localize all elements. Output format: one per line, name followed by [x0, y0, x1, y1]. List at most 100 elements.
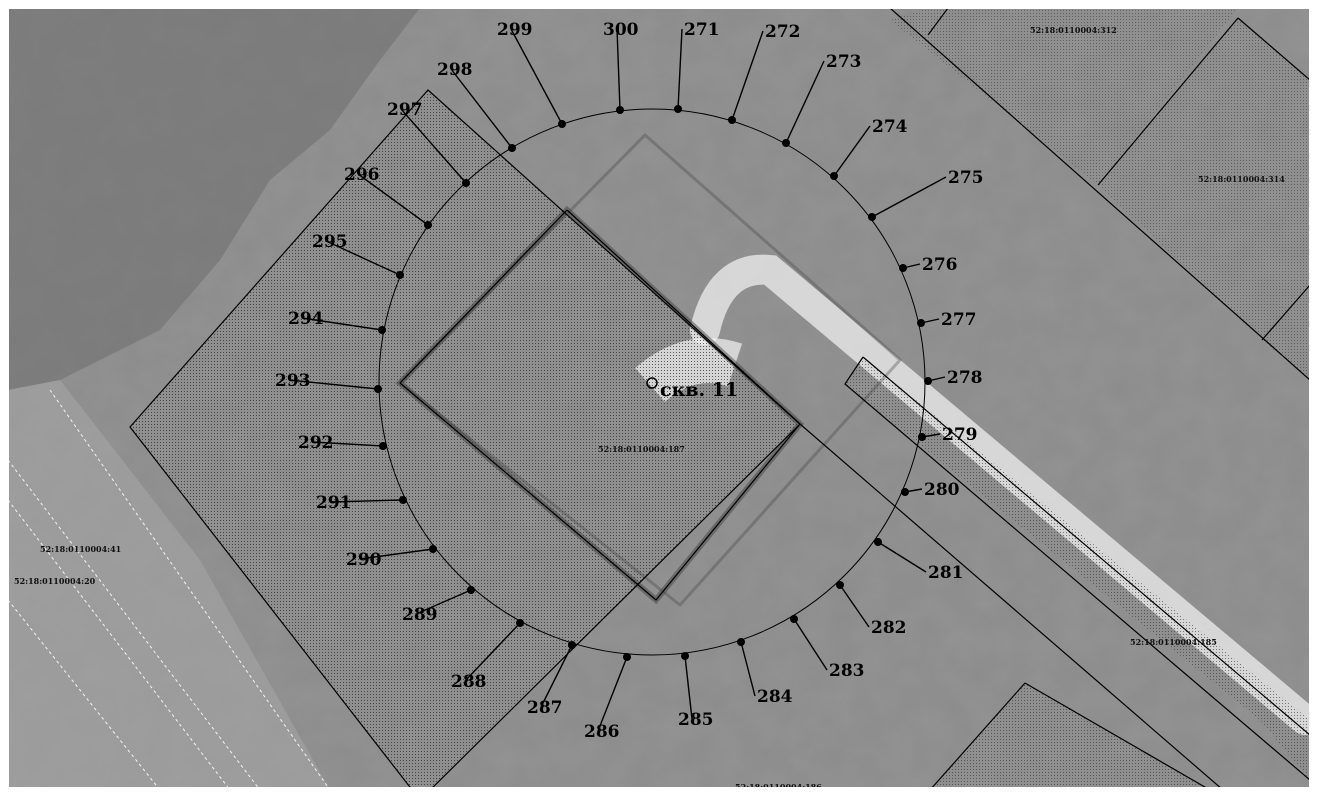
boundary-point-274 [830, 172, 838, 180]
point-label-292: 292 [298, 433, 334, 453]
point-label-291: 291 [316, 493, 352, 513]
boundary-point-285 [681, 652, 689, 660]
boundary-point-295 [396, 271, 404, 279]
boundary-point-275 [868, 213, 876, 221]
boundary-point-289 [467, 586, 475, 594]
point-label-275: 275 [948, 168, 984, 188]
leader-line-282 [839, 584, 870, 628]
parcel-314-area [1098, 18, 1310, 380]
boundary-point-300 [616, 106, 624, 114]
boundary-point-292 [379, 442, 387, 450]
point-label-283: 283 [829, 661, 865, 681]
point-label-277: 277 [941, 310, 977, 330]
parcel-label-314: 52:18:0110004:314 [1198, 174, 1285, 184]
boundary-point-287 [568, 641, 576, 649]
parcel-label-185: 52:18:0110004:185 [1130, 637, 1217, 647]
point-label-289: 289 [402, 605, 438, 625]
leader-line-287 [540, 644, 573, 708]
point-label-279: 279 [942, 425, 978, 445]
point-label-271: 271 [684, 20, 720, 40]
boundary-point-279 [918, 433, 926, 441]
vegetation-area [8, 8, 420, 390]
point-label-278: 278 [947, 368, 983, 388]
leader-line-274 [833, 125, 871, 177]
parcel-label-312: 52:18:0110004:312 [1030, 25, 1117, 35]
boundary-point-283 [790, 615, 798, 623]
parcel-label-186: 52:18:0110004:186 [735, 782, 822, 792]
leader-line-289 [415, 589, 472, 615]
leader-line-292 [311, 441, 384, 447]
point-label-274: 274 [872, 117, 908, 137]
boundary-point-296 [424, 221, 432, 229]
dashed-boundaries [8, 389, 330, 788]
parcel-185-area [845, 357, 1310, 780]
boundary-points: 271 272 273 274 275 276 277 278 279 280 281 282 283 2… [275, 20, 984, 742]
point-label-294: 294 [288, 309, 324, 329]
boundary-point-299 [558, 120, 566, 128]
boundary-point-298 [508, 144, 516, 152]
leader-line-290 [359, 548, 434, 560]
point-label-297: 297 [387, 100, 423, 120]
parcel-187-area [130, 90, 800, 788]
leader-line-271 [677, 28, 683, 110]
boundary-point-294 [378, 326, 386, 334]
point-label-295: 295 [312, 232, 348, 252]
boundary-point-277 [917, 319, 925, 327]
boundary-point-272 [728, 116, 736, 124]
parcel-label-20: 52:18:0110004:20 [14, 576, 96, 586]
boundary-point-271 [674, 105, 682, 113]
boundary-point-273 [782, 139, 790, 147]
leader-line-299 [510, 28, 563, 125]
boundary-point-290 [429, 545, 437, 553]
leader-line-293 [288, 379, 379, 390]
point-label-272: 272 [765, 22, 801, 42]
boundary-point-280 [901, 488, 909, 496]
leader-line-288 [464, 622, 521, 682]
point-label-284: 284 [757, 687, 793, 707]
parcel-label-41: 52:18:0110004:41 [40, 544, 121, 554]
boundary-point-291 [399, 496, 407, 504]
leader-line-294 [301, 317, 383, 331]
well-marker [646, 377, 658, 389]
leader-line-284 [740, 641, 756, 697]
boundary-point-276 [899, 264, 907, 272]
point-label-288: 288 [451, 672, 487, 692]
leader-line-286 [597, 656, 628, 732]
boundary-point-282 [836, 581, 844, 589]
parcel-186-area [931, 683, 1207, 788]
leader-line-297 [400, 108, 467, 184]
leader-line-300 [616, 28, 621, 111]
point-label-282: 282 [871, 618, 907, 638]
point-label-273: 273 [826, 52, 862, 72]
leader-line-296 [357, 173, 429, 226]
point-label-276: 276 [922, 255, 958, 275]
point-label-281: 281 [928, 563, 964, 583]
boundary-point-288 [516, 619, 524, 627]
point-label-296: 296 [344, 165, 380, 185]
boundary-point-293 [374, 385, 382, 393]
leader-line-272 [731, 30, 764, 121]
leader-line-283 [793, 618, 828, 671]
point-label-285: 285 [678, 710, 714, 730]
point-label-299: 299 [497, 20, 533, 40]
leader-line-298 [450, 68, 513, 149]
leader-line-281 [877, 541, 927, 573]
boundary-point-284 [737, 638, 745, 646]
parcel-boundaries [129, 8, 1310, 788]
point-label-287: 287 [527, 698, 563, 718]
leader-line-273 [785, 60, 825, 144]
point-label-298: 298 [437, 60, 473, 80]
point-label-300: 300 [603, 20, 639, 40]
boundary-point-286 [623, 653, 631, 661]
road-streak [690, 254, 1310, 735]
parcel-label-187: 52:18:0110004:187 [598, 444, 685, 454]
leader-line-275 [871, 176, 947, 218]
leader-line-295 [325, 240, 401, 276]
boundary-point-278 [924, 377, 932, 385]
well-label: скв. 11 [660, 379, 738, 401]
parcel-312-area [890, 8, 1238, 185]
boundary-point-297 [462, 179, 470, 187]
boundary-point-281 [874, 538, 882, 546]
